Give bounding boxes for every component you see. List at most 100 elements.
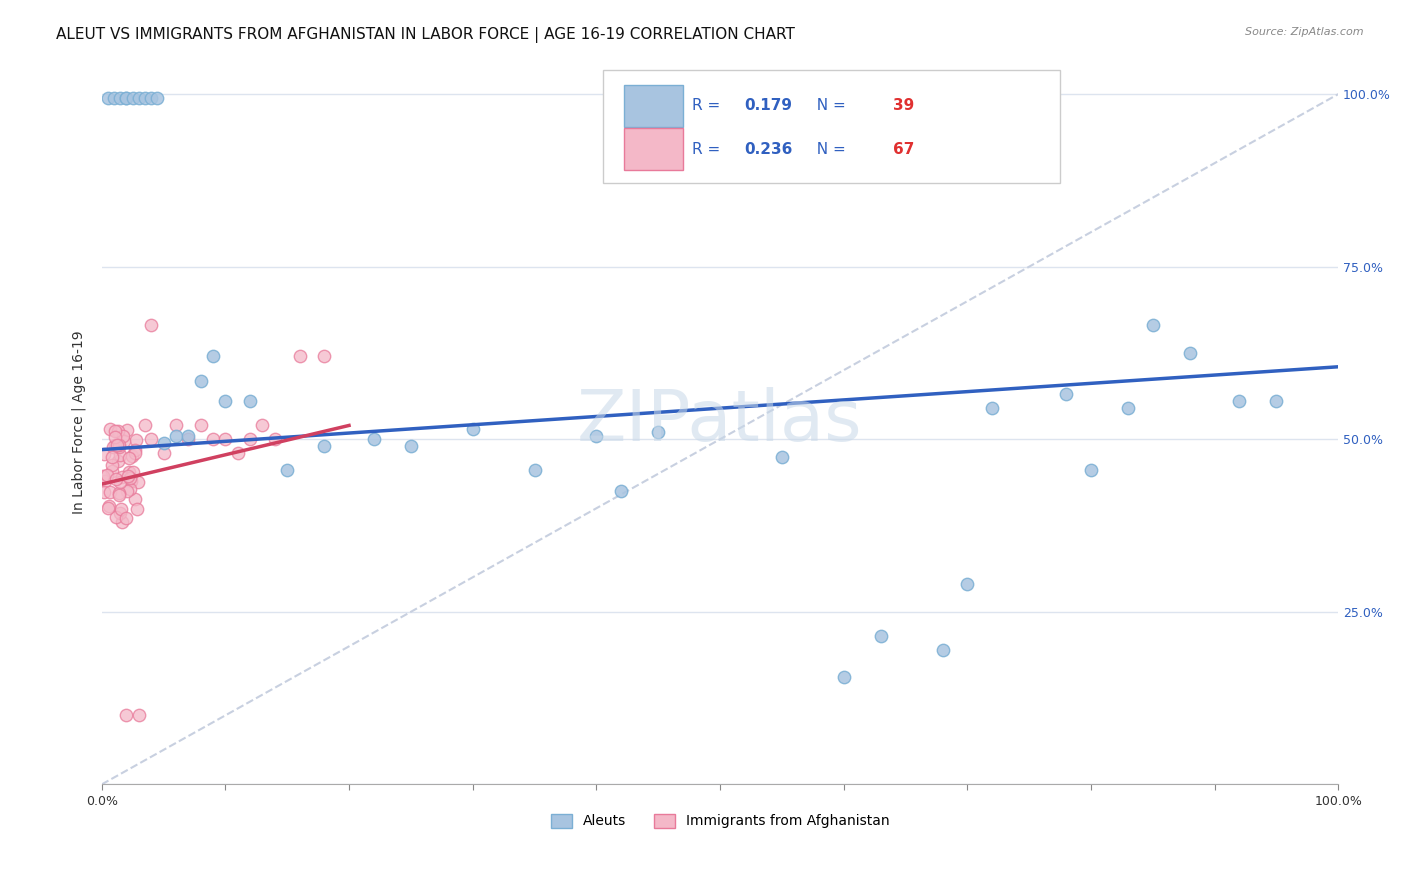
Point [177, 429, 200, 443]
Point [101, 458, 124, 472]
Point [152, 446, 174, 460]
Point [115, 423, 138, 437]
Point [104, 425, 127, 439]
Point [165, 418, 187, 433]
Point [585, 429, 607, 443]
Point [177, 432, 200, 446]
Point [93, 475, 115, 489]
Point [141, 432, 163, 446]
Point [214, 432, 236, 446]
Point [288, 350, 311, 364]
Text: ALEUT VS IMMIGRANTS FROM AFGHANISTAN IN LABOR FORCE | AGE 16-19 CORRELATION CHAR: ALEUT VS IMMIGRANTS FROM AFGHANISTAN IN … [56, 27, 796, 43]
Point [124, 492, 146, 507]
Point [276, 463, 298, 477]
Point [263, 432, 285, 446]
Point [1178, 346, 1201, 360]
Point [125, 502, 148, 516]
Point [981, 401, 1004, 416]
Point [1142, 318, 1164, 333]
Text: N =: N = [807, 142, 851, 157]
Point [165, 429, 187, 443]
Point [115, 90, 138, 104]
Point [108, 475, 131, 489]
Point [314, 350, 336, 364]
Point [110, 90, 132, 104]
Point [112, 434, 135, 448]
Point [124, 443, 146, 458]
Point [107, 454, 129, 468]
Point [115, 511, 138, 525]
Point [107, 488, 129, 502]
Point [120, 474, 142, 488]
Point [108, 486, 131, 500]
Point [110, 448, 132, 462]
Point [120, 470, 142, 484]
Point [96, 468, 118, 483]
Point [124, 446, 146, 460]
Text: Source: ZipAtlas.com: Source: ZipAtlas.com [1246, 27, 1364, 37]
Point [121, 449, 143, 463]
Legend: Aleuts, Immigrants from Afghanistan: Aleuts, Immigrants from Afghanistan [544, 806, 896, 836]
Point [127, 475, 149, 489]
Point [1265, 394, 1288, 409]
Point [399, 439, 422, 453]
FancyBboxPatch shape [603, 70, 1060, 183]
Point [118, 451, 141, 466]
Point [98, 422, 121, 436]
Point [226, 446, 249, 460]
Point [104, 430, 127, 444]
Text: R =: R = [692, 98, 724, 113]
Text: 0.179: 0.179 [745, 98, 793, 113]
Point [931, 642, 953, 657]
Text: ZIPatlas: ZIPatlas [578, 387, 863, 457]
Point [107, 424, 129, 438]
FancyBboxPatch shape [623, 128, 683, 170]
Text: R =: R = [692, 142, 724, 157]
Point [956, 577, 979, 591]
Point [115, 483, 138, 498]
Point [201, 350, 224, 364]
Y-axis label: In Labor Force | Age 16-19: In Labor Force | Age 16-19 [72, 330, 86, 514]
Point [1116, 401, 1139, 416]
Point [1054, 387, 1077, 401]
Point [1227, 394, 1250, 409]
Point [103, 90, 125, 104]
Point [110, 501, 132, 516]
Point [363, 432, 385, 446]
Point [461, 422, 484, 436]
Point [104, 438, 127, 452]
Point [314, 439, 336, 453]
Point [523, 463, 546, 477]
Point [121, 465, 143, 479]
Point [869, 629, 891, 643]
Point [111, 470, 134, 484]
Point [105, 438, 128, 452]
Point [107, 438, 129, 452]
Point [1080, 463, 1102, 477]
Text: 39: 39 [893, 98, 914, 113]
Point [610, 483, 633, 498]
Point [117, 465, 139, 479]
Point [117, 469, 139, 483]
Point [110, 506, 132, 520]
Point [146, 90, 169, 104]
Point [101, 450, 124, 464]
Point [190, 418, 212, 433]
Point [141, 90, 163, 104]
Point [128, 708, 150, 723]
FancyBboxPatch shape [623, 85, 683, 127]
Point [770, 450, 793, 464]
Point [239, 394, 262, 409]
Point [214, 394, 236, 409]
Point [93, 485, 115, 500]
Point [93, 446, 115, 460]
Point [134, 418, 156, 433]
Point [97, 500, 120, 515]
Point [108, 440, 131, 454]
Point [201, 432, 224, 446]
Point [98, 499, 121, 513]
Point [118, 482, 141, 496]
Point [152, 435, 174, 450]
Point [141, 318, 163, 333]
Point [111, 429, 134, 443]
